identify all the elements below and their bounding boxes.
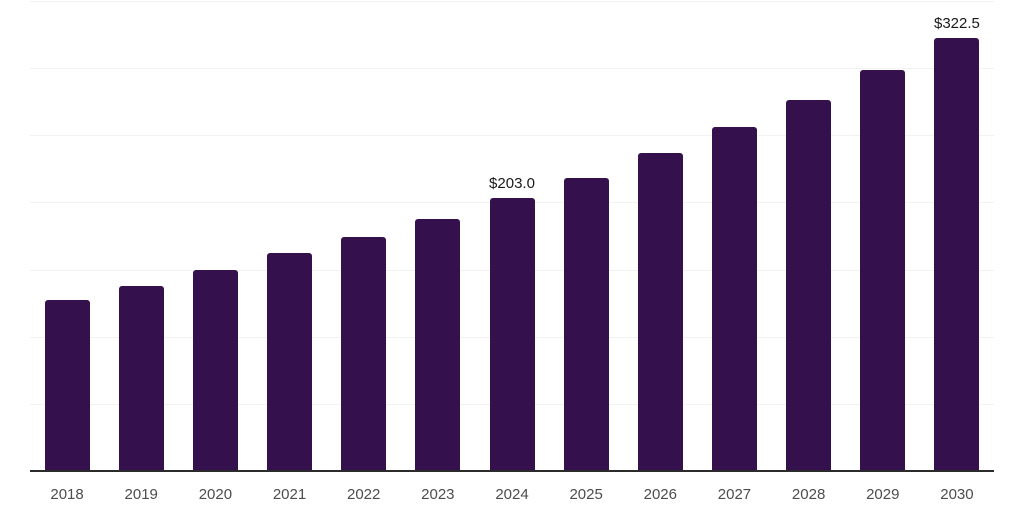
x-tick-2026: 2026 — [643, 486, 677, 503]
x-tick-2018: 2018 — [50, 486, 84, 503]
bar-2023[interactable] — [415, 218, 461, 471]
data-label-2024: $203.0 — [489, 175, 535, 193]
bar-2020[interactable] — [192, 269, 238, 471]
gridline-300 — [30, 68, 994, 70]
bar-2024[interactable] — [489, 198, 535, 471]
bar-2025[interactable] — [563, 177, 609, 471]
bar-2026[interactable] — [637, 153, 683, 471]
x-tick-2029: 2029 — [866, 486, 900, 503]
x-tick-2020: 2020 — [198, 486, 233, 503]
bar-2022[interactable] — [341, 236, 387, 471]
data-label-2030: $322.5 — [933, 14, 980, 32]
bar-2028[interactable] — [786, 99, 832, 471]
x-axis-line — [30, 470, 994, 472]
x-tick-2019: 2019 — [124, 486, 158, 503]
bar-2019[interactable] — [118, 286, 164, 471]
bar-2018[interactable] — [44, 299, 90, 471]
bar-2029[interactable] — [860, 70, 906, 471]
x-tick-2027: 2027 — [717, 486, 752, 503]
bar-2027[interactable] — [711, 127, 757, 471]
x-tick-2030: 2030 — [940, 486, 974, 503]
x-tick-2023: 2023 — [421, 486, 455, 503]
gridline-350 — [30, 1, 994, 2]
x-tick-2021: 2021 — [272, 486, 307, 503]
bar-2021[interactable] — [267, 253, 313, 471]
x-tick-2024: 2024 — [495, 486, 529, 503]
gridline-250 — [30, 135, 994, 137]
bar-2030[interactable] — [934, 37, 980, 471]
x-tick-2028: 2028 — [791, 486, 826, 503]
x-tick-2022: 2022 — [347, 486, 381, 503]
x-tick-2025: 2025 — [569, 486, 603, 503]
